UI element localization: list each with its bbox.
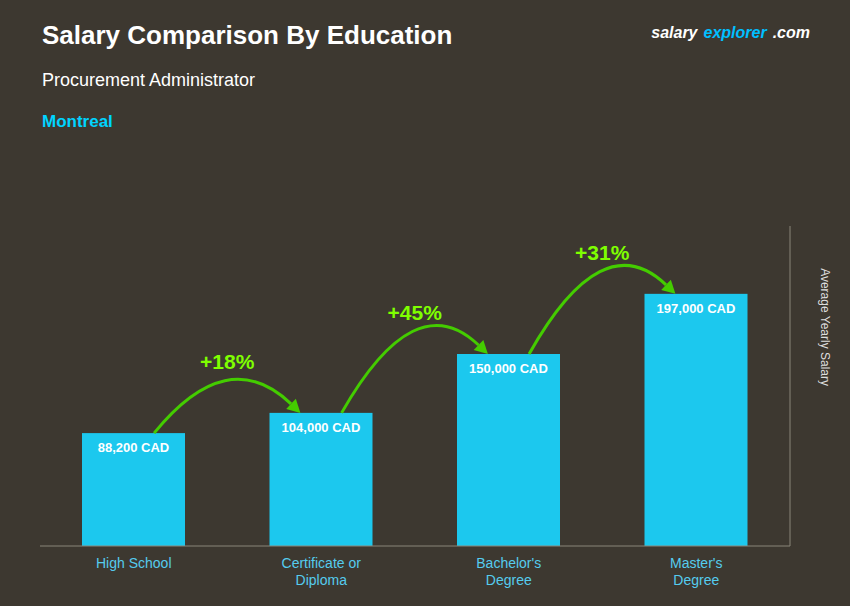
svg-text:104,000 CAD: 104,000 CAD [282,420,361,435]
svg-text:+31%: +31% [575,241,630,264]
svg-text:Bachelor'sDegree: Bachelor'sDegree [476,555,541,588]
svg-text:+18%: +18% [200,350,255,373]
svg-text:Average Yearly Salary: Average Yearly Salary [818,268,832,386]
html-text:Salary Comparison By Education: Salary Comparison By Education [42,20,453,50]
svg-text:88,200 CAD: 88,200 CAD [98,440,170,455]
svg-text:Certificate orDiploma: Certificate orDiploma [282,555,362,588]
html-text:Procurement Administrator: Procurement Administrator [42,70,256,90]
svg-text:Master'sDegree: Master'sDegree [670,555,722,588]
svg-text:197,000 CAD: 197,000 CAD [657,301,736,316]
svg-text:150,000 CAD: 150,000 CAD [469,361,548,376]
svg-text:+45%: +45% [388,301,443,324]
svg-text:High School: High School [96,555,172,571]
html-text:Montreal: Montreal [42,112,113,131]
html-text:salary explorer .com: salary explorer .com [651,24,810,41]
